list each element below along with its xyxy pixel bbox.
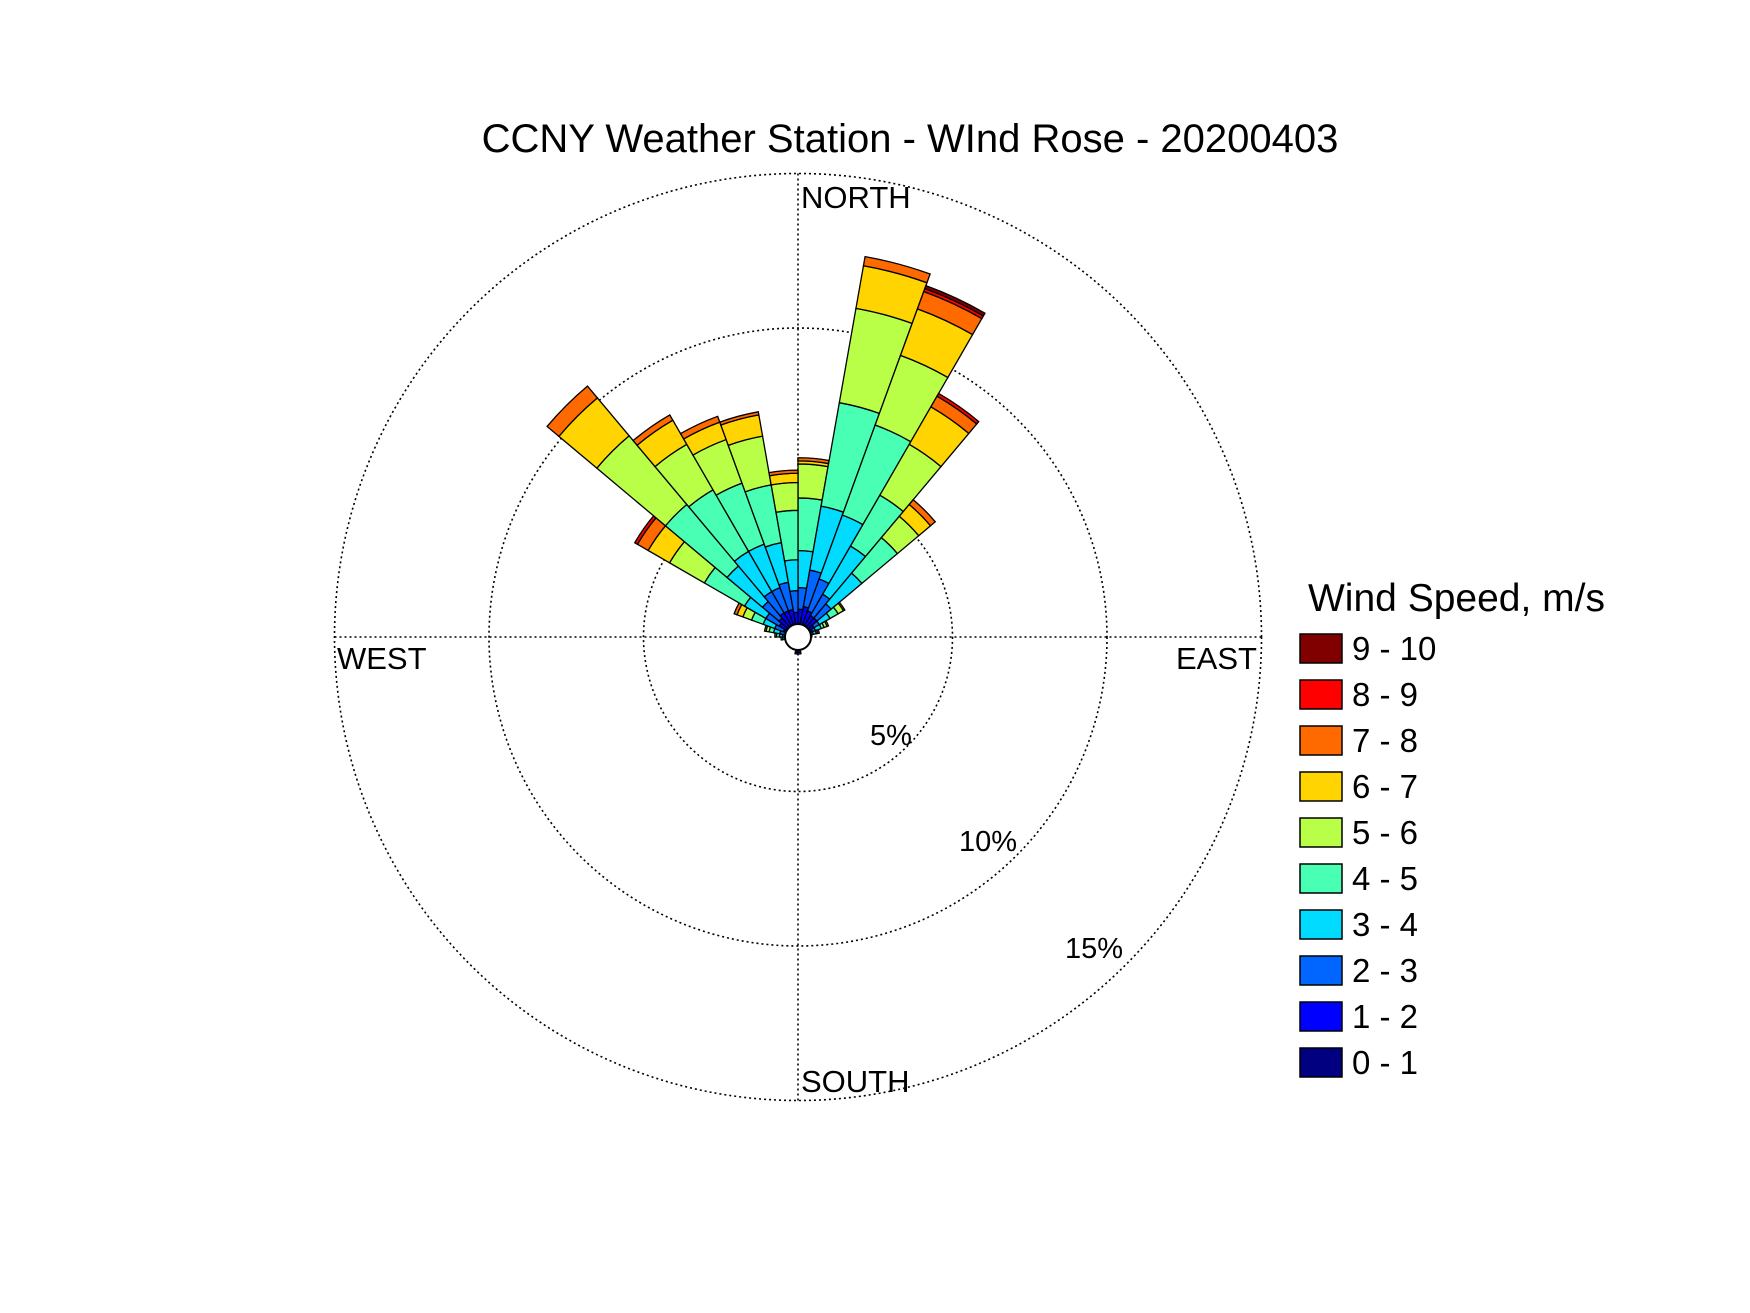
legend-swatch bbox=[1299, 725, 1343, 756]
legend-swatch bbox=[1299, 909, 1343, 940]
grid-ring-5 bbox=[642, 481, 954, 793]
ring-label-10: 10% bbox=[959, 826, 1017, 858]
legend-swatch bbox=[1299, 771, 1343, 802]
legend-label: 0 - 1 bbox=[1352, 1044, 1418, 1081]
polar-grid bbox=[333, 172, 1263, 1102]
legend-swatch bbox=[1299, 633, 1343, 664]
sector-325 bbox=[632, 414, 799, 638]
east-label: EAST bbox=[1176, 641, 1257, 676]
sector-35 bbox=[797, 392, 980, 638]
bar-185-speed-2-3 bbox=[794, 651, 799, 655]
north-label: NORTH bbox=[801, 180, 911, 215]
wind-rose-bars bbox=[546, 255, 986, 655]
legend-items: 9 - 10 8 - 9 7 - 8 6 - 7 5 - 6 4 - 5 3 - 4 2 - … bbox=[1299, 630, 1436, 1081]
sector-45 bbox=[797, 498, 937, 638]
legend-label: 1 - 2 bbox=[1352, 998, 1418, 1035]
bar-345-speed-7-8 bbox=[718, 411, 760, 426]
ring-label-5: 5% bbox=[870, 720, 912, 752]
bar-355-speed-5-6 bbox=[770, 481, 799, 513]
bar-55-speed-7-8 bbox=[837, 601, 846, 612]
sector-25 bbox=[797, 284, 986, 638]
chart-title: CCNY Weather Station - WInd Rose - 20200… bbox=[482, 117, 1339, 161]
bar-75-speed-5-6 bbox=[816, 628, 821, 635]
south-label: SOUTH bbox=[801, 1064, 910, 1099]
legend-label: 3 - 4 bbox=[1352, 906, 1418, 943]
legend-label: 6 - 7 bbox=[1352, 768, 1418, 805]
legend-label: 5 - 6 bbox=[1352, 814, 1418, 851]
bar-25-speed-9-10 bbox=[923, 284, 986, 317]
legend-swatch bbox=[1299, 1047, 1343, 1078]
bar-325-speed-7-8 bbox=[632, 414, 674, 447]
sector-355 bbox=[768, 469, 799, 638]
sector-315 bbox=[546, 385, 799, 638]
west-label: WEST bbox=[337, 641, 427, 676]
legend-title: Wind Speed, m/s bbox=[1308, 577, 1605, 620]
legend-swatch bbox=[1299, 863, 1343, 894]
legend-swatch bbox=[1299, 1001, 1343, 1032]
legend-label: 7 - 8 bbox=[1352, 722, 1418, 759]
grid-ring-10 bbox=[488, 327, 1108, 947]
legend-swatch bbox=[1299, 679, 1343, 710]
bar-355-speed-7-8 bbox=[768, 469, 799, 477]
legend-label: 9 - 10 bbox=[1352, 630, 1436, 667]
legend-label: 2 - 3 bbox=[1352, 952, 1418, 989]
legend-swatch bbox=[1299, 955, 1343, 986]
bar-315-speed-7-8 bbox=[546, 385, 599, 438]
bar-335-speed-7-8 bbox=[679, 415, 721, 440]
bar-15-speed-7-8 bbox=[862, 255, 931, 284]
calm-center-circle bbox=[784, 623, 812, 651]
legend-label: 4 - 5 bbox=[1352, 860, 1418, 897]
legend-swatch bbox=[1299, 817, 1343, 848]
bar-45-speed-7-8 bbox=[908, 498, 937, 527]
bar-35-speed-8-9 bbox=[936, 392, 980, 425]
bar-65-speed-6-7 bbox=[823, 619, 830, 628]
legend-label: 8 - 9 bbox=[1352, 676, 1418, 713]
ring-label-15: 15% bbox=[1065, 933, 1123, 965]
legend: Wind Speed, m/s 9 - 10 8 - 9 7 - 8 6 - 7 5 -… bbox=[1299, 577, 1605, 1081]
